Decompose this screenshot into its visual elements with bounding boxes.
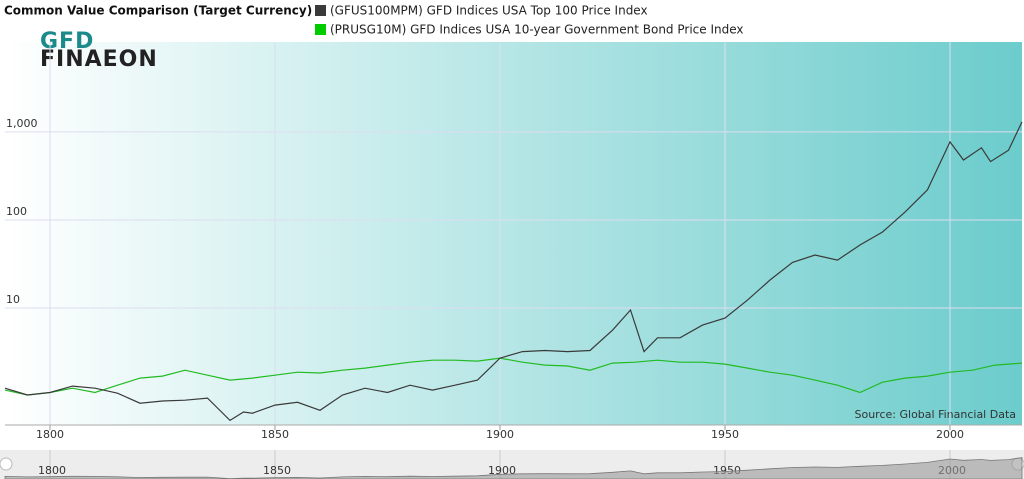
y-tick-label: 100 [6, 205, 27, 218]
series-line [4, 121, 1023, 422]
navigator-tick-label: 1800 [38, 464, 66, 477]
y-tick-label: 1,000 [6, 117, 38, 130]
legend-swatch [315, 24, 326, 35]
legend-swatch [315, 5, 326, 16]
x-tick-label: 1900 [486, 428, 514, 441]
navigator-handle[interactable] [0, 457, 13, 471]
x-tick-label: 2000 [936, 428, 964, 441]
y-tick-label: 10 [6, 293, 20, 306]
navigator-area [4, 457, 1023, 479]
logo: GFD [40, 29, 94, 54]
navigator-tick-label: 1850 [263, 464, 291, 477]
legend-label: (GFUS100MPM) GFD Indices USA Top 100 Pri… [330, 4, 648, 18]
plot-background [5, 42, 1022, 425]
logo: FINAEON [40, 47, 158, 72]
series-line [4, 357, 1023, 396]
x-tick-label: 1800 [36, 428, 64, 441]
x-tick-label: 1950 [711, 428, 739, 441]
x-tick-label: 1850 [261, 428, 289, 441]
legend-label: (PRUSG10M) GFD Indices USA 10-year Gover… [330, 23, 743, 37]
chart-title: Common Value Comparison (Target Currency… [4, 4, 312, 18]
source-note: Source: Global Financial Data [855, 408, 1017, 421]
